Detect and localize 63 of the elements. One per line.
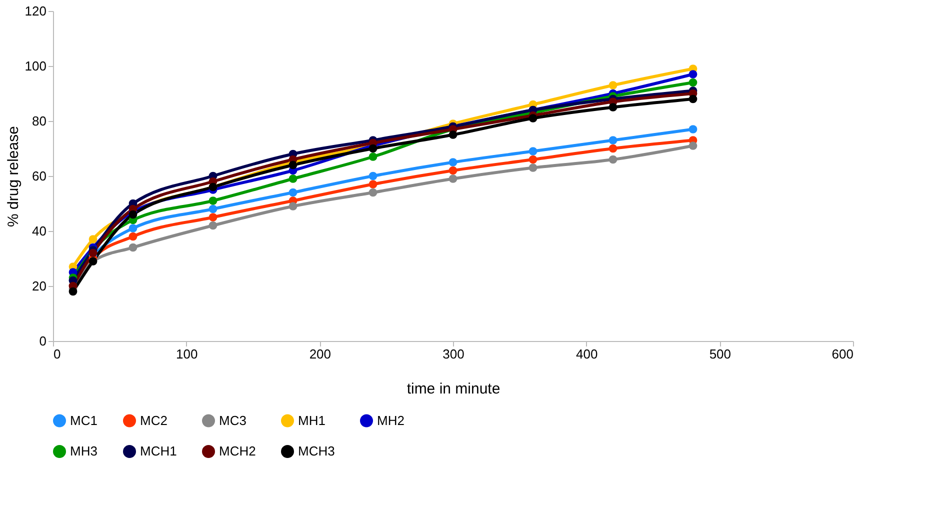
legend-label: MC1 [70,412,98,428]
y-tick-label: 120 [24,4,46,18]
point [128,210,138,219]
point [208,221,218,230]
point [608,136,618,144]
point [368,144,378,153]
y-axis-title: % drug release [4,126,22,227]
point [688,142,698,150]
x-tick-label: 0 [54,346,61,362]
legend-label: MCH2 [219,444,256,458]
x-tick-label: 300 [442,346,464,362]
point [128,243,138,252]
point [688,94,698,104]
legend-label: MCH3 [298,444,335,458]
legend-label: MC3 [219,412,246,428]
point [688,70,698,78]
point [88,248,98,258]
point [288,188,298,197]
legend-label: MH1 [298,412,326,428]
point [128,224,138,232]
point [688,125,698,134]
point [288,174,298,183]
point [128,232,138,241]
point [528,114,538,122]
y-tick-label: 60 [32,168,46,184]
x-tick-label: 100 [176,346,198,362]
point [448,130,458,139]
point [368,152,378,161]
legend-label: MH2 [377,412,404,428]
point [208,213,218,222]
x-tick-label: 600 [832,346,854,362]
point [688,78,698,87]
point [288,160,298,170]
point [88,235,98,244]
y-tick-label: 0 [39,334,46,348]
point [528,155,538,164]
point [208,204,218,214]
point [448,174,458,183]
point [208,196,218,205]
legend-label: MC2 [140,412,168,428]
legend-label: MH3 [70,444,98,458]
point [608,103,618,112]
x-tick-label: 200 [309,346,332,362]
point [368,180,378,188]
y-tick-label: 40 [32,224,46,238]
point [68,287,78,296]
point [448,158,458,166]
y-tick-label: 100 [24,58,46,74]
point [368,188,378,197]
point [608,144,618,153]
x-axis-title: time in minute [406,380,500,398]
point [608,81,618,90]
point [528,164,538,172]
y-tick-label: 20 [32,278,46,294]
point [608,155,618,164]
x-tick-label: 400 [576,346,598,362]
point [528,147,538,156]
x-tick-label: 500 [709,346,732,362]
point [288,202,298,210]
point [448,166,458,175]
y-tick-label: 80 [32,114,46,128]
legend-label: MCH1 [140,444,177,458]
point [368,172,378,180]
